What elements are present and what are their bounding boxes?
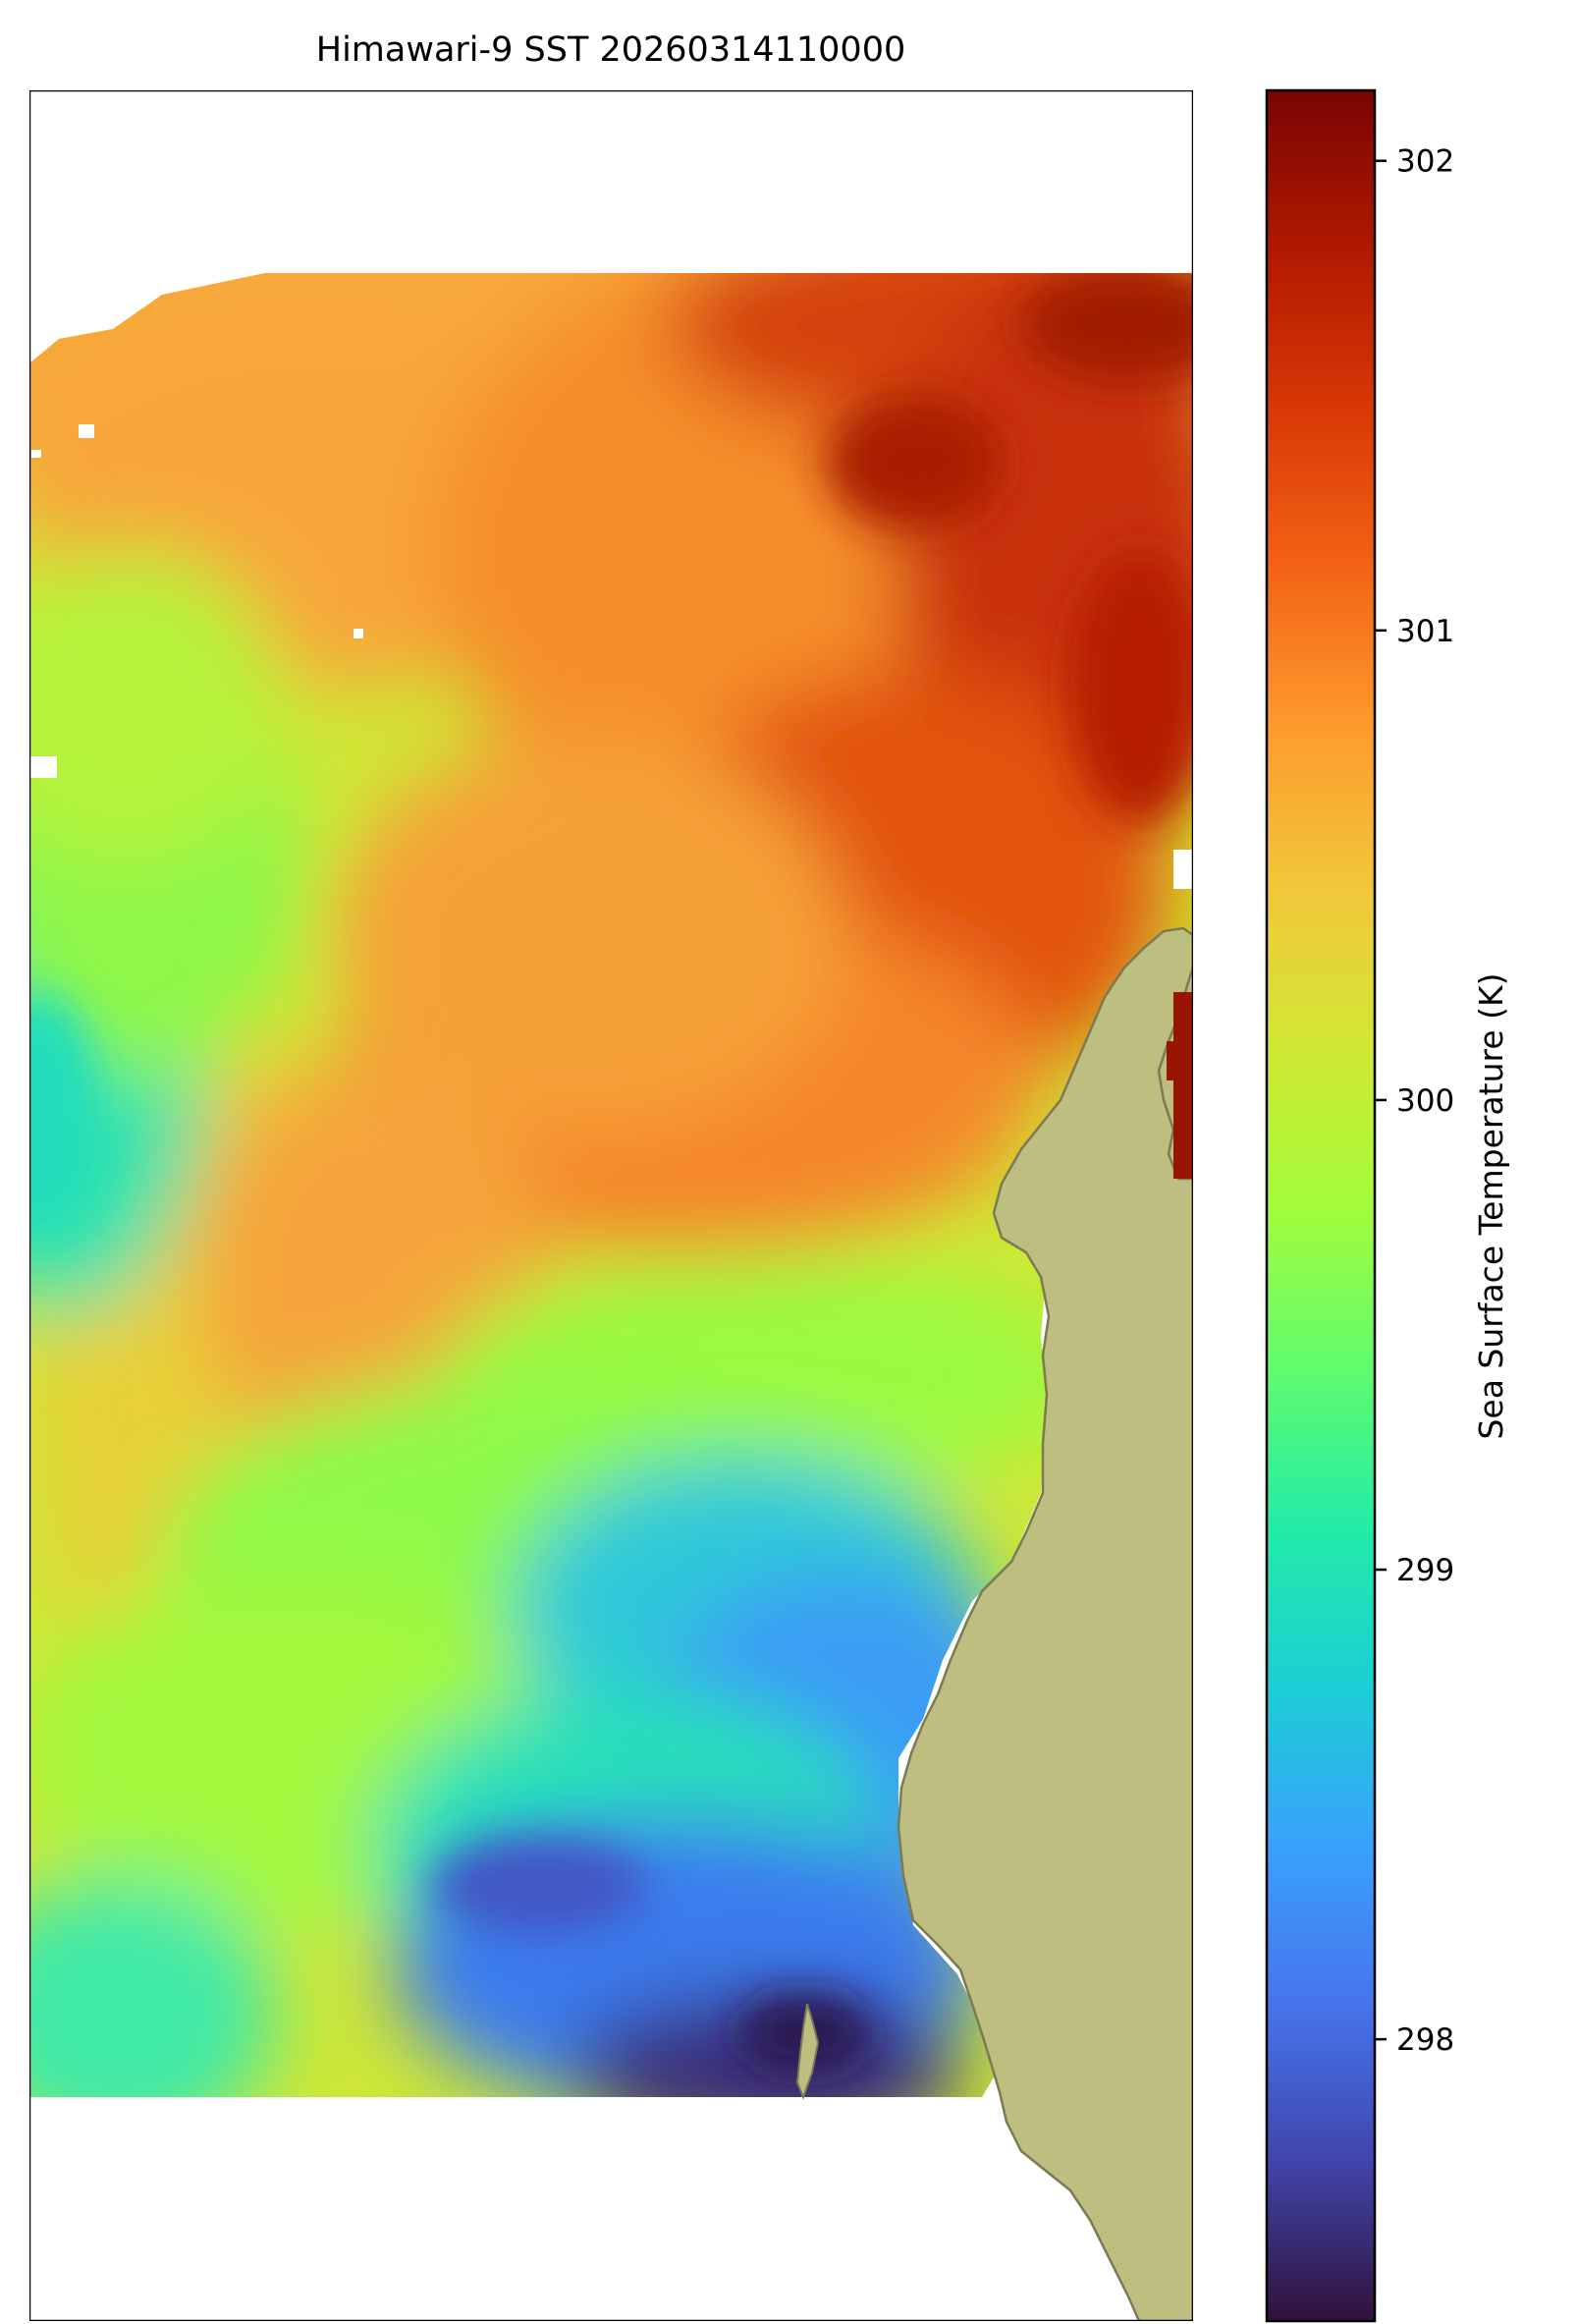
map-axes	[29, 90, 1193, 2321]
island	[795, 2003, 820, 2100]
colorbar-gradient	[1265, 88, 1377, 2323]
colorbar-tick-label: 298	[1396, 2022, 1454, 2058]
colorbar-label: Sea Surface Temperature (K)	[1472, 972, 1510, 1439]
colorbar-tick-label: 300	[1396, 1083, 1454, 1119]
colorbar: 298 299 300 301 302 Sea Surface Temperature …	[1265, 88, 1510, 2323]
colorbar-tick-label: 301	[1396, 614, 1454, 649]
warm-patch-east	[1167, 992, 1193, 1179]
colorbar-tick-label: 302	[1396, 144, 1454, 180]
map-title: Himawari-9 SST 20260314110000	[316, 30, 906, 70]
land-mass	[897, 926, 1193, 2321]
colorbar-tick-label: 299	[1396, 1553, 1454, 1588]
colorbar-ticks: 298 299 300 301 302	[1375, 144, 1454, 2058]
